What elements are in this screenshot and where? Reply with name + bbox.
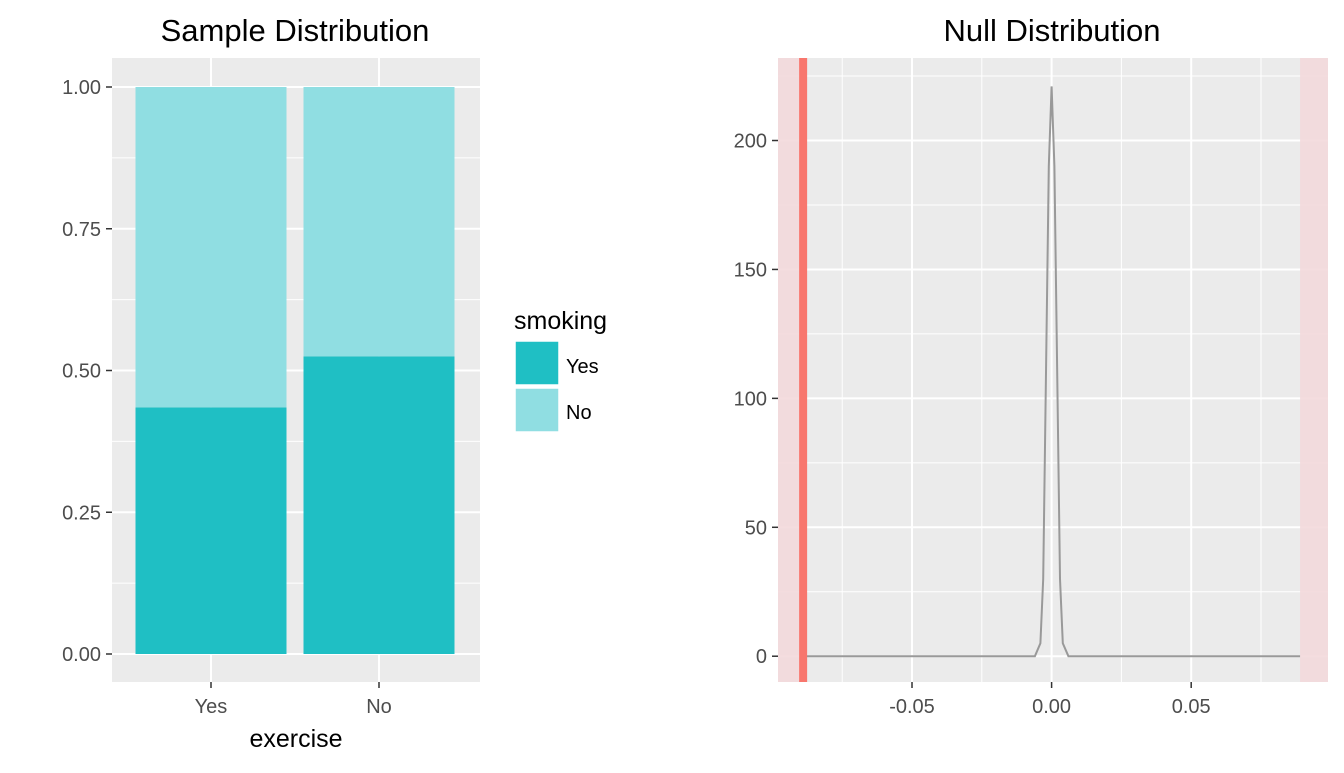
legend-key-border: [514, 340, 560, 386]
y-tick-label: 0.75: [62, 219, 101, 241]
bar-yes-segment-yes: [135, 407, 287, 654]
bar-no-segment-no: [303, 87, 455, 357]
x-tick-label: 0.00: [1032, 696, 1071, 718]
bar-no-segment-yes: [303, 356, 455, 654]
y-tick-label: 200: [734, 131, 767, 153]
y-tick-label: 0.00: [62, 644, 101, 666]
y-tick-label: 0: [756, 646, 767, 668]
null-distribution-chart: Null Distribution 0 50 100 150 200 -0.05 0.00…: [734, 13, 1328, 718]
y-tick-label: 0.50: [62, 361, 101, 383]
x-tick-label: No: [366, 696, 392, 718]
null-density-line: [805, 86, 1301, 658]
null-chart-y-axis: 0 50 100 150 200: [734, 131, 778, 668]
sample-chart-x-axis-title: exercise: [249, 725, 342, 753]
y-tick-label: 50: [745, 517, 767, 539]
sample-chart-x-axis: Yes No: [195, 682, 392, 718]
legend-label-no: No: [566, 402, 592, 424]
x-tick-label: 0.05: [1172, 696, 1211, 718]
y-tick-label: 0.25: [62, 502, 101, 524]
null-chart-p-value-shading: [778, 58, 1328, 682]
null-chart-title: Null Distribution: [943, 13, 1160, 48]
sample-chart-y-axis: 0.00 0.25 0.50 0.75 1.00: [62, 77, 112, 666]
x-tick-label: -0.05: [889, 696, 935, 718]
bar-yes-segment-no: [135, 87, 287, 408]
sample-chart-bars: [135, 87, 455, 654]
shade-right-tail: [1300, 58, 1328, 682]
y-tick-label: 100: [734, 388, 767, 410]
null-chart-panel: [778, 58, 1328, 682]
y-tick-label: 150: [734, 259, 767, 281]
sample-chart-title: Sample Distribution: [161, 13, 430, 48]
y-tick-label: 1.00: [62, 77, 101, 99]
x-tick-label: Yes: [195, 696, 228, 718]
null-chart-density-line: [805, 86, 1301, 658]
legend-title: smoking: [514, 307, 607, 335]
null-chart-gridlines: [778, 58, 1328, 682]
shade-left-tail: [778, 58, 804, 682]
null-chart-x-axis: -0.05 0.00 0.05: [889, 682, 1211, 718]
legend-label-yes: Yes: [566, 356, 599, 378]
legend-key-yes: [515, 341, 559, 385]
smoking-legend: smoking Yes No: [514, 307, 607, 433]
legend-key-border: [514, 387, 560, 433]
sample-distribution-chart: Sample Distribution 0.00 0.25 0.50 0.75 1.00…: [62, 13, 480, 753]
legend-key-no: [515, 388, 559, 432]
